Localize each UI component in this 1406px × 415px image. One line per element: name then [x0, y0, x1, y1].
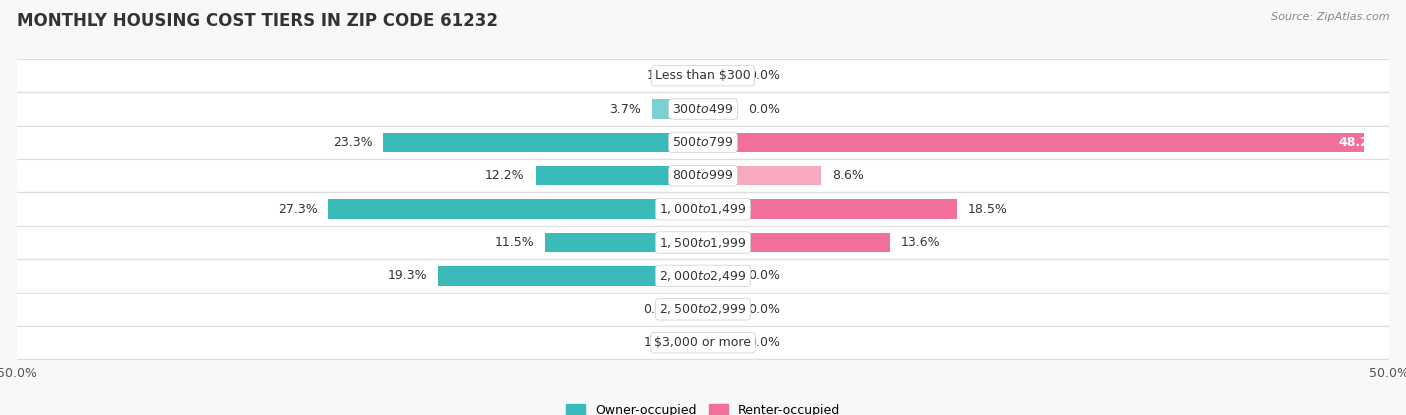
Bar: [546, 233, 703, 252]
Bar: [703, 166, 821, 186]
Text: $300 to $499: $300 to $499: [672, 103, 734, 115]
Text: 0.67%: 0.67%: [643, 303, 683, 316]
Text: $1,000 to $1,499: $1,000 to $1,499: [659, 202, 747, 216]
FancyBboxPatch shape: [17, 161, 1389, 191]
Legend: Owner-occupied, Renter-occupied: Owner-occupied, Renter-occupied: [561, 399, 845, 415]
Text: 0.0%: 0.0%: [748, 69, 780, 82]
Bar: [384, 133, 703, 152]
Bar: [703, 99, 737, 119]
Text: 0.0%: 0.0%: [748, 103, 780, 115]
Text: 0.0%: 0.0%: [748, 269, 780, 283]
Text: 23.3%: 23.3%: [333, 136, 373, 149]
Bar: [703, 200, 957, 219]
FancyBboxPatch shape: [17, 194, 1389, 225]
Bar: [439, 266, 703, 286]
Text: 27.3%: 27.3%: [277, 203, 318, 216]
Text: 12.2%: 12.2%: [485, 169, 524, 182]
Text: $800 to $999: $800 to $999: [672, 169, 734, 182]
Text: 13.6%: 13.6%: [901, 236, 941, 249]
FancyBboxPatch shape: [17, 327, 1389, 358]
Text: $500 to $799: $500 to $799: [672, 136, 734, 149]
Bar: [703, 333, 737, 352]
Bar: [703, 133, 1364, 152]
Text: $2,000 to $2,499: $2,000 to $2,499: [659, 269, 747, 283]
Text: 8.6%: 8.6%: [832, 169, 863, 182]
Bar: [652, 99, 703, 119]
Text: 1.0%: 1.0%: [647, 69, 678, 82]
Text: 18.5%: 18.5%: [967, 203, 1008, 216]
Text: 48.2%: 48.2%: [1339, 136, 1382, 149]
FancyBboxPatch shape: [17, 60, 1389, 91]
Text: $1,500 to $1,999: $1,500 to $1,999: [659, 236, 747, 249]
Bar: [703, 233, 890, 252]
Bar: [686, 333, 703, 352]
Text: Less than $300: Less than $300: [655, 69, 751, 82]
Text: Source: ZipAtlas.com: Source: ZipAtlas.com: [1271, 12, 1389, 22]
Text: 11.5%: 11.5%: [495, 236, 534, 249]
Text: 1.2%: 1.2%: [644, 336, 675, 349]
Text: $3,000 or more: $3,000 or more: [655, 336, 751, 349]
FancyBboxPatch shape: [17, 227, 1389, 258]
FancyBboxPatch shape: [17, 127, 1389, 158]
FancyBboxPatch shape: [17, 294, 1389, 325]
Bar: [703, 266, 737, 286]
Bar: [689, 66, 703, 85]
FancyBboxPatch shape: [17, 261, 1389, 291]
Text: $2,500 to $2,999: $2,500 to $2,999: [659, 302, 747, 316]
Bar: [536, 166, 703, 186]
FancyBboxPatch shape: [17, 94, 1389, 124]
Bar: [693, 300, 703, 319]
Text: MONTHLY HOUSING COST TIERS IN ZIP CODE 61232: MONTHLY HOUSING COST TIERS IN ZIP CODE 6…: [17, 12, 498, 30]
Text: 0.0%: 0.0%: [748, 303, 780, 316]
Bar: [329, 200, 703, 219]
Text: 19.3%: 19.3%: [388, 269, 427, 283]
Bar: [703, 66, 737, 85]
Text: 0.0%: 0.0%: [748, 336, 780, 349]
Text: 3.7%: 3.7%: [609, 103, 641, 115]
Bar: [703, 300, 737, 319]
